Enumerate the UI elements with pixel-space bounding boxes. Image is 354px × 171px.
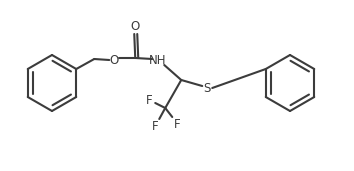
Text: O: O [131,21,140,34]
Text: O: O [110,54,119,67]
Text: S: S [204,82,211,95]
Text: NH: NH [148,54,166,67]
Text: F: F [174,117,181,130]
Text: F: F [146,94,153,107]
Text: F: F [152,120,159,133]
